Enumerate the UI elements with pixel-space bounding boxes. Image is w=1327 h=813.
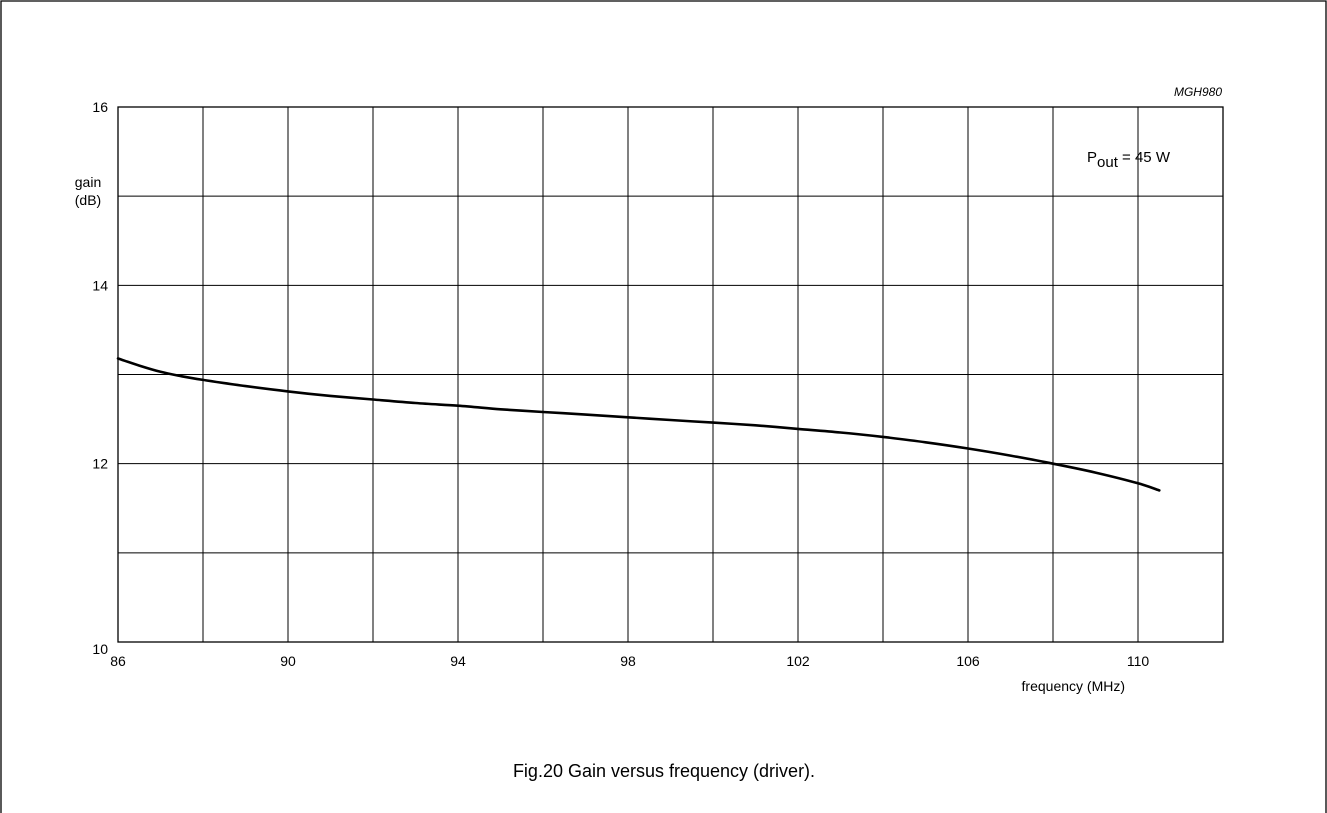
y-tick-label: 16 <box>92 99 108 115</box>
x-tick-label: 98 <box>620 653 636 669</box>
y-axis-label-line2: (dB) <box>75 192 101 208</box>
gain-curve <box>116 357 1161 492</box>
pout-annotation: Pout = 45 W <box>1087 149 1171 171</box>
x-tick-label: 86 <box>110 653 126 669</box>
y-tick-label: 14 <box>92 277 108 293</box>
x-tick-label: 106 <box>956 653 980 669</box>
x-tick-label: 94 <box>450 653 466 669</box>
pout-value: = 45 W <box>1118 149 1171 166</box>
pout-subscript: out <box>1097 154 1119 171</box>
x-tick-label: 102 <box>786 653 810 669</box>
figure-caption: Fig.20 Gain versus frequency (driver). <box>513 761 815 781</box>
grid <box>117 106 1224 643</box>
plot-frame <box>117 106 1224 643</box>
x-axis-label: frequency (MHz) <box>1022 678 1125 694</box>
figure-code: MGH980 <box>1174 85 1222 99</box>
x-tick-label: 90 <box>280 653 296 669</box>
y-axis-label-line1: gain <box>75 174 101 190</box>
pout-symbol: P <box>1087 149 1097 166</box>
tick-labels: 86 90 94 98 102 106 110 10 12 14 16 <box>92 99 1149 669</box>
y-tick-label: 10 <box>92 641 108 657</box>
x-tick-label: 110 <box>1127 653 1150 669</box>
y-tick-label: 12 <box>92 456 108 472</box>
